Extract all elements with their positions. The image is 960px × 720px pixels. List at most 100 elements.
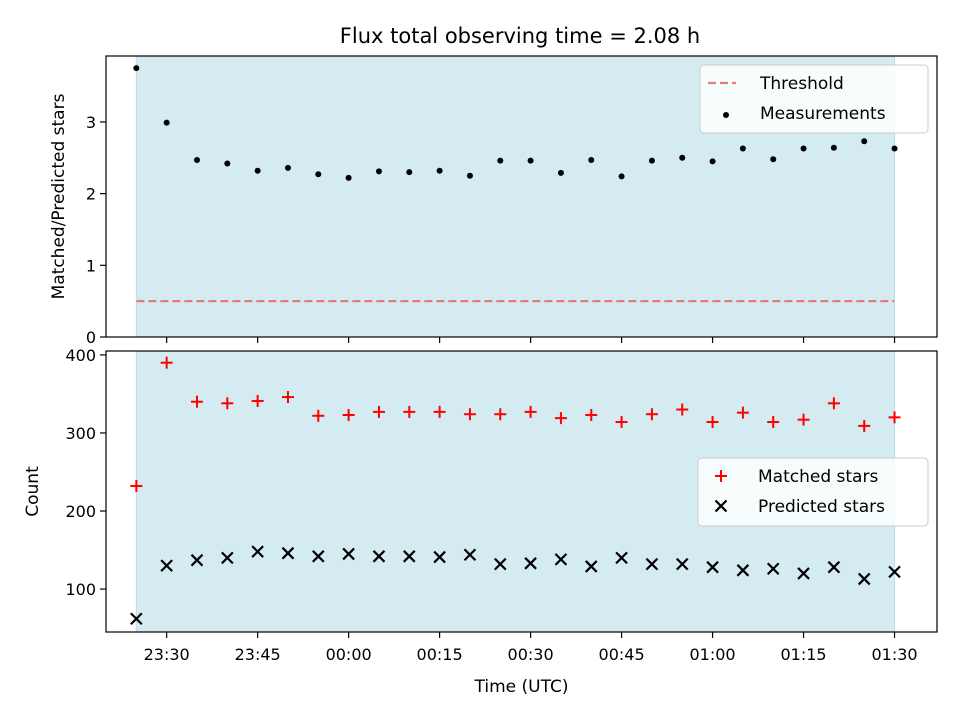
y-tick-label: 300 [65, 424, 96, 443]
measurement-point [345, 174, 352, 181]
predicted-star-point [463, 548, 477, 562]
measurement-point [193, 156, 200, 163]
axes-frame [105, 55, 938, 338]
measurement-point [770, 156, 777, 163]
chart-title: Flux total observing time = 2.08 h [340, 24, 700, 48]
measurement-point [436, 167, 443, 174]
x-axis-label: Time (UTC) [474, 677, 569, 697]
measurement-point [800, 145, 807, 152]
axes-frame [105, 350, 938, 633]
matched-star-point [676, 403, 689, 416]
x-tick-label: 00:00 [326, 645, 372, 664]
measurement-point [861, 138, 868, 145]
predicted-star-point [615, 551, 628, 565]
matched-star-point [130, 480, 143, 493]
measurement-point [648, 157, 655, 164]
predicted-star-point [857, 572, 871, 586]
matched-star-point [463, 408, 476, 421]
top-panel: 0 1 2 3 Matched/Predicted stars Threshold Meas… [49, 55, 938, 347]
matched-star-point [494, 408, 507, 421]
predicted-star-point [827, 560, 841, 574]
predicted-star-point [251, 545, 264, 558]
y-axis-label: Matched/Predicted stars [49, 93, 69, 299]
matched-star-point [615, 416, 628, 429]
measurement-point [679, 154, 686, 161]
y-tick-label: 400 [65, 346, 96, 365]
legend-box [699, 64, 929, 134]
y-tick-label: 2 [86, 185, 96, 204]
predicted-star-point [281, 546, 295, 560]
predicted-star-point [342, 547, 355, 561]
legend-label: Threshold [759, 74, 844, 94]
matched-star-point [372, 405, 385, 418]
legend-label: Matched stars [758, 467, 878, 487]
matched-star-point [706, 416, 719, 429]
matched-star-point [160, 356, 173, 369]
measurement-point [224, 160, 231, 167]
legend-handle [723, 112, 729, 118]
measurement-point [163, 119, 170, 126]
x-tick-label: 01:30 [871, 645, 917, 664]
bottom-panel: 100 200 300 400 23:30 23:45 00:00 00:15 00:30 00:… [23, 346, 938, 697]
measurement-point [406, 169, 413, 176]
legend: Threshold Measurements [699, 64, 929, 134]
legend-label: Measurements [760, 104, 886, 124]
y-axis-label: Count [23, 466, 43, 517]
predicted-star-point [797, 567, 810, 580]
x-tick-label: 23:30 [144, 645, 190, 664]
measurement-point [588, 156, 595, 163]
matched-star-point [524, 405, 537, 418]
matched-star-point [645, 408, 658, 421]
predicted-star-point [888, 565, 901, 579]
measurement-point [709, 158, 716, 165]
measurement-point [527, 157, 534, 164]
measurement-point [133, 65, 140, 72]
predicted-star-point [766, 562, 780, 576]
predicted-star-point [675, 557, 689, 571]
predicted-star-point [403, 550, 416, 563]
x-tick-label: 00:15 [417, 645, 463, 664]
matched-star-point [221, 397, 234, 410]
y-tick-label: 0 [86, 328, 96, 347]
x-tick-label: 01:00 [690, 645, 736, 664]
x-tick-label: 00:45 [599, 645, 645, 664]
measurement-point [739, 145, 746, 152]
matched-star-point [251, 394, 264, 407]
matched-star-point [767, 416, 780, 429]
measurement-point [466, 172, 473, 179]
legend-label: Predicted stars [758, 497, 885, 517]
matched-star-point [585, 409, 598, 422]
predicted-star-point [736, 564, 750, 577]
matched-star-point [312, 409, 325, 422]
predicted-star-point [372, 550, 386, 563]
matched-star-point [433, 405, 446, 418]
measurement-point [254, 167, 261, 174]
y-tick-label: 200 [65, 502, 96, 521]
measurement-point [315, 171, 322, 178]
predicted-star-point [433, 550, 446, 564]
x-tick-label: 01:15 [781, 645, 827, 664]
legend-handle [715, 470, 727, 482]
predicted-star-point [584, 560, 598, 573]
legend: Matched stars Predicted stars [697, 457, 929, 527]
matched-star-point [190, 395, 203, 408]
matched-star-point [797, 413, 810, 426]
matched-star-point [342, 409, 355, 422]
x-tick-label: 00:30 [508, 645, 554, 664]
matched-star-point [888, 411, 901, 424]
measurement-point [618, 173, 625, 180]
measurement-point [557, 169, 564, 176]
measurement-point [891, 145, 898, 152]
measurement-point [375, 168, 382, 175]
matched-star-point [281, 391, 294, 404]
legend-handle [714, 499, 728, 513]
predicted-star-point [645, 557, 659, 571]
y-tick-label: 100 [65, 580, 96, 599]
predicted-star-point [221, 551, 234, 565]
predicted-star-point [190, 553, 204, 567]
y-tick-label: 1 [86, 256, 96, 275]
matched-star-point [736, 406, 749, 419]
predicted-star-point [524, 557, 537, 570]
legend-box [697, 457, 929, 527]
